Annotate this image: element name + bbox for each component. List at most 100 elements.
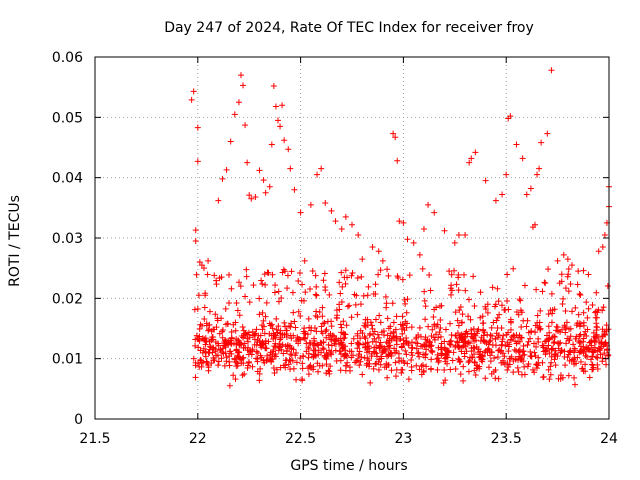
data-point	[232, 376, 239, 383]
data-point	[451, 239, 458, 246]
data-point	[215, 362, 222, 369]
data-point	[571, 361, 578, 368]
data-point	[339, 283, 346, 290]
data-point	[306, 285, 313, 292]
data-point	[455, 231, 462, 238]
data-point	[259, 309, 266, 316]
data-point	[215, 358, 222, 365]
data-point	[560, 295, 567, 302]
data-point	[372, 361, 379, 368]
data-point	[495, 375, 502, 382]
data-point	[471, 359, 478, 366]
data-point	[218, 315, 225, 322]
data-point	[471, 359, 478, 366]
data-point	[222, 337, 229, 344]
data-point	[327, 350, 334, 357]
data-point	[487, 352, 494, 359]
data-point	[288, 320, 295, 327]
data-point	[507, 319, 514, 326]
data-point	[455, 287, 462, 294]
data-point	[585, 345, 592, 352]
data-point	[280, 350, 287, 357]
data-point	[258, 277, 265, 284]
data-point	[456, 359, 463, 366]
data-point	[291, 318, 298, 325]
data-point	[416, 353, 423, 360]
data-point	[323, 326, 330, 333]
data-point	[404, 360, 411, 367]
data-point	[279, 102, 286, 109]
data-point	[390, 333, 397, 340]
data-point	[281, 319, 288, 326]
data-point	[233, 300, 240, 307]
data-point	[239, 355, 246, 362]
data-point	[495, 334, 502, 341]
data-point	[461, 350, 468, 357]
data-point	[275, 288, 282, 295]
data-point	[582, 328, 589, 335]
x-axis-label: GPS time / hours	[290, 458, 407, 474]
data-point	[425, 201, 432, 208]
data-point	[211, 272, 218, 279]
data-point	[337, 290, 344, 297]
data-point	[203, 358, 210, 365]
data-point	[212, 311, 219, 318]
data-point	[342, 367, 349, 374]
data-point	[520, 317, 527, 324]
data-point	[519, 352, 526, 359]
data-point	[219, 326, 226, 333]
data-point	[428, 356, 435, 363]
data-point	[218, 355, 225, 362]
data-point	[576, 291, 583, 298]
data-point	[527, 335, 534, 342]
data-point	[209, 349, 216, 356]
data-point	[593, 323, 600, 330]
data-point	[417, 333, 424, 340]
data-point	[535, 359, 542, 366]
data-point	[297, 209, 304, 216]
data-point	[389, 300, 396, 307]
data-point	[227, 348, 234, 355]
data-point	[544, 130, 551, 137]
data-point	[400, 322, 407, 329]
data-point	[438, 350, 445, 357]
data-point	[566, 326, 573, 333]
data-point	[230, 372, 237, 379]
data-point	[270, 346, 277, 353]
data-point	[585, 305, 592, 312]
data-point	[383, 304, 390, 311]
data-point	[452, 343, 459, 350]
data-point	[265, 338, 272, 345]
data-point	[384, 315, 391, 322]
data-point	[270, 82, 277, 89]
data-point	[225, 271, 232, 278]
data-point	[513, 141, 520, 148]
data-point	[448, 271, 455, 278]
data-point	[543, 332, 550, 339]
data-point	[301, 335, 308, 342]
data-point	[264, 269, 271, 276]
data-point	[496, 347, 503, 354]
data-point	[579, 365, 586, 372]
data-point	[470, 326, 477, 333]
data-point	[520, 343, 527, 350]
data-point	[322, 287, 329, 294]
data-point	[441, 366, 448, 373]
data-point	[598, 345, 605, 352]
data-point	[346, 348, 353, 355]
data-point	[195, 344, 202, 351]
data-point	[589, 361, 596, 368]
data-point	[582, 361, 589, 368]
data-point	[259, 280, 266, 287]
data-point	[405, 376, 412, 383]
data-point	[558, 271, 565, 278]
data-point	[362, 335, 369, 342]
data-point	[559, 301, 566, 308]
data-point	[260, 357, 267, 364]
data-point	[476, 365, 483, 372]
data-point	[228, 341, 235, 348]
data-point	[393, 313, 400, 320]
data-point	[370, 365, 377, 372]
data-point	[501, 361, 508, 368]
data-point	[494, 314, 501, 321]
